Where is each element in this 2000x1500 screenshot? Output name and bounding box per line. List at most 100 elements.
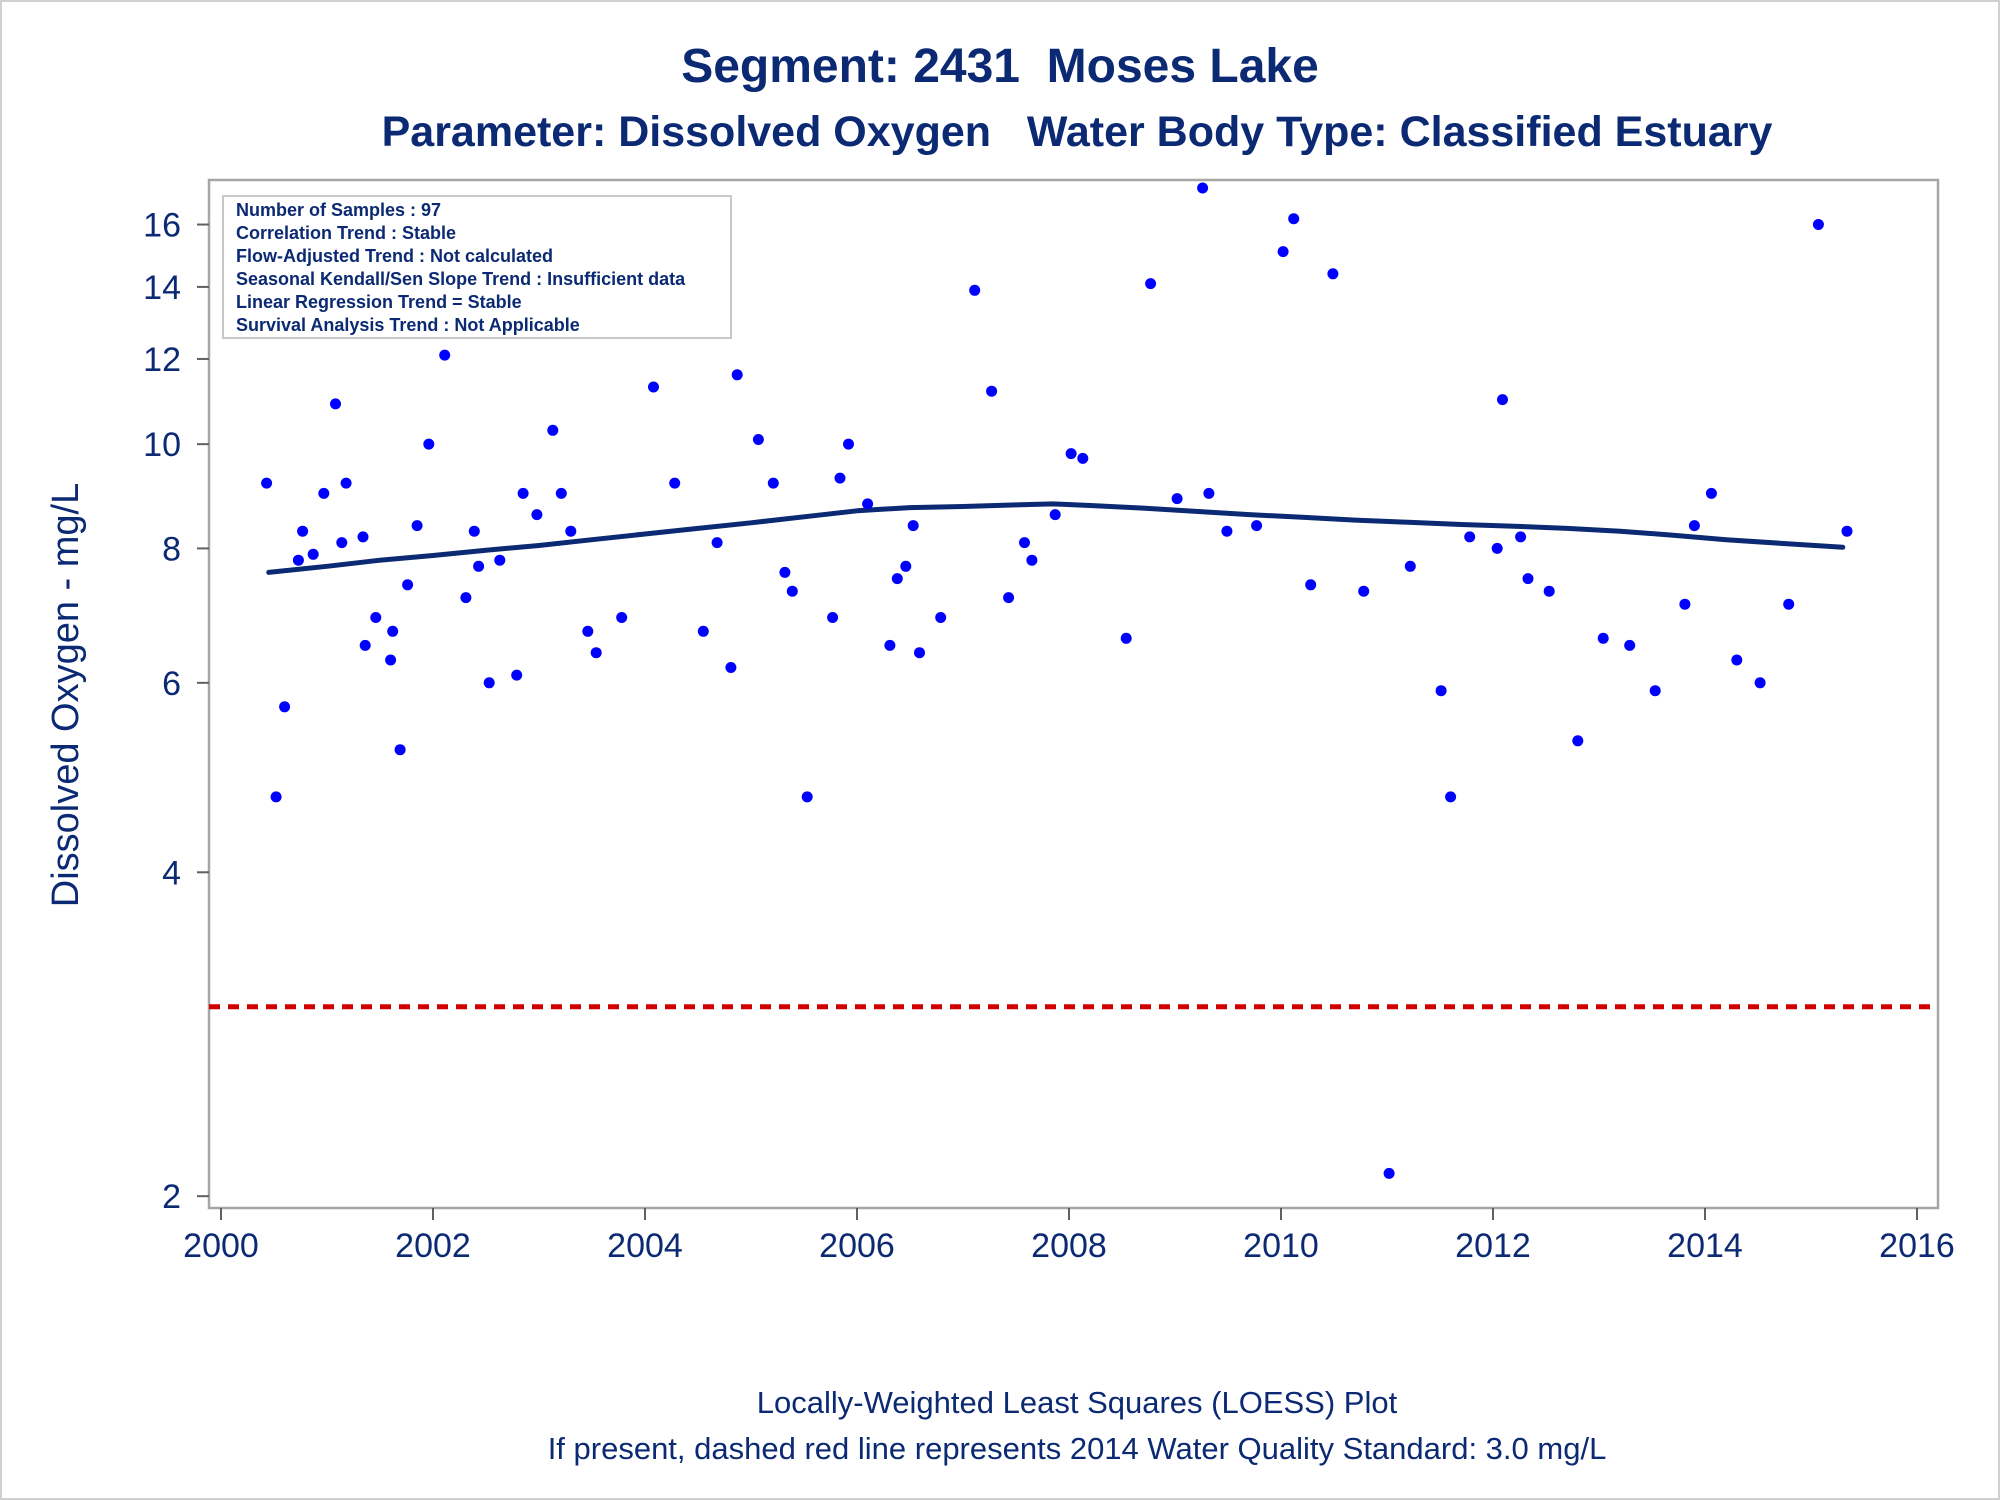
stats-line-correlation: Correlation Trend : Stable (236, 223, 456, 243)
data-point (318, 487, 330, 499)
stats-line-survival: Survival Analysis Trend : Not Applicable (236, 315, 580, 335)
data-point (843, 438, 854, 450)
stats-line-flow-adjusted: Flow-Adjusted Trend : Not calculated (236, 246, 553, 266)
data-point (711, 537, 723, 549)
data-point (1597, 632, 1609, 644)
data-point (531, 509, 543, 521)
data-point (1077, 452, 1089, 464)
y-axis: 2 4 6 8 10 12 14 16 (143, 207, 209, 1216)
data-point (1491, 542, 1503, 554)
data-point (1288, 213, 1300, 225)
y-tick-label: 4 (162, 854, 181, 892)
data-point (494, 554, 506, 566)
y-tick-label: 6 (162, 665, 181, 703)
data-point (330, 398, 341, 410)
data-point (468, 525, 480, 537)
y-tick-label: 8 (162, 530, 181, 568)
y-axis-label: Dissolved Oxygen - mg/L (45, 483, 87, 908)
data-point (402, 579, 414, 591)
x-tick-label: 2000 (183, 1227, 259, 1265)
x-axis: 2000 2002 2004 2006 2008 2010 2012 2014 2016 (183, 1208, 1955, 1265)
footnote-line-1: Locally-Weighted Least Squares (LOESS) P… (757, 1385, 1398, 1420)
data-point (1251, 520, 1263, 532)
data-point (370, 612, 382, 623)
data-point (297, 525, 309, 537)
x-tick-label: 2012 (1455, 1227, 1531, 1265)
data-point (460, 592, 472, 604)
data-point (1841, 525, 1853, 537)
data-point (307, 548, 319, 560)
data-point (1445, 791, 1457, 803)
data-point (801, 791, 813, 803)
data-point (779, 566, 791, 578)
data-point (834, 472, 846, 484)
data-point (669, 477, 681, 489)
data-point (969, 284, 981, 296)
data-point (1019, 537, 1030, 549)
data-point (292, 554, 304, 566)
data-point (935, 612, 947, 623)
data-point (1688, 520, 1700, 532)
data-point (1171, 493, 1183, 505)
data-point (1003, 592, 1015, 604)
data-point (565, 525, 577, 537)
data-point (517, 487, 529, 499)
data-point (697, 625, 709, 637)
data-point (891, 573, 903, 585)
data-point (270, 791, 282, 803)
data-point (1049, 509, 1061, 521)
data-point (1624, 639, 1636, 651)
data-point (336, 537, 348, 549)
data-point (1026, 554, 1038, 566)
data-point (385, 654, 397, 666)
data-point (1731, 654, 1743, 666)
data-point (1065, 448, 1077, 460)
data-point (1305, 579, 1317, 591)
data-point (1572, 735, 1584, 747)
data-point (862, 498, 874, 510)
data-point (1277, 246, 1289, 258)
data-point (1679, 598, 1691, 610)
data-point (884, 639, 896, 651)
data-point (725, 662, 737, 673)
x-tick-label: 2014 (1667, 1227, 1743, 1265)
data-point (1145, 278, 1157, 290)
data-point (511, 669, 523, 681)
x-tick-label: 2010 (1243, 1227, 1319, 1265)
stats-box-border (222, 195, 732, 339)
y-tick-label: 12 (143, 341, 181, 379)
data-point (279, 701, 291, 713)
data-point (731, 369, 743, 381)
data-point (483, 677, 495, 689)
data-point (1497, 394, 1508, 406)
data-point (1327, 268, 1339, 280)
data-point (340, 477, 352, 489)
data-point (1783, 598, 1795, 610)
data-point (1812, 219, 1824, 230)
data-point (1197, 182, 1209, 194)
data-point (411, 520, 423, 532)
data-point (616, 612, 628, 623)
data-point (590, 647, 602, 659)
data-point (547, 424, 559, 436)
data-point (1649, 685, 1661, 697)
y-tick-label: 2 (162, 1178, 181, 1216)
x-tick-label: 2004 (607, 1227, 683, 1265)
data-point (1705, 487, 1717, 499)
x-tick-label: 2016 (1879, 1227, 1955, 1265)
stats-box: Number of Samples : 97 Correlation Trend… (222, 195, 732, 339)
data-point (767, 477, 779, 489)
data-point (1120, 632, 1132, 644)
stats-line-seasonal-kendall: Seasonal Kendall/Sen Slope Trend : Insuf… (236, 269, 686, 289)
data-point (1515, 531, 1527, 543)
plot-area (207, 178, 1940, 1210)
data-point (387, 625, 399, 637)
data-point (359, 639, 371, 651)
loess-line (266, 501, 1846, 575)
data-point (648, 381, 659, 393)
chart-subtitle: Parameter: Dissolved Oxygen Water Body T… (382, 108, 1773, 156)
data-point (357, 531, 369, 543)
y-tick-label: 16 (143, 207, 181, 245)
data-point (473, 560, 485, 572)
